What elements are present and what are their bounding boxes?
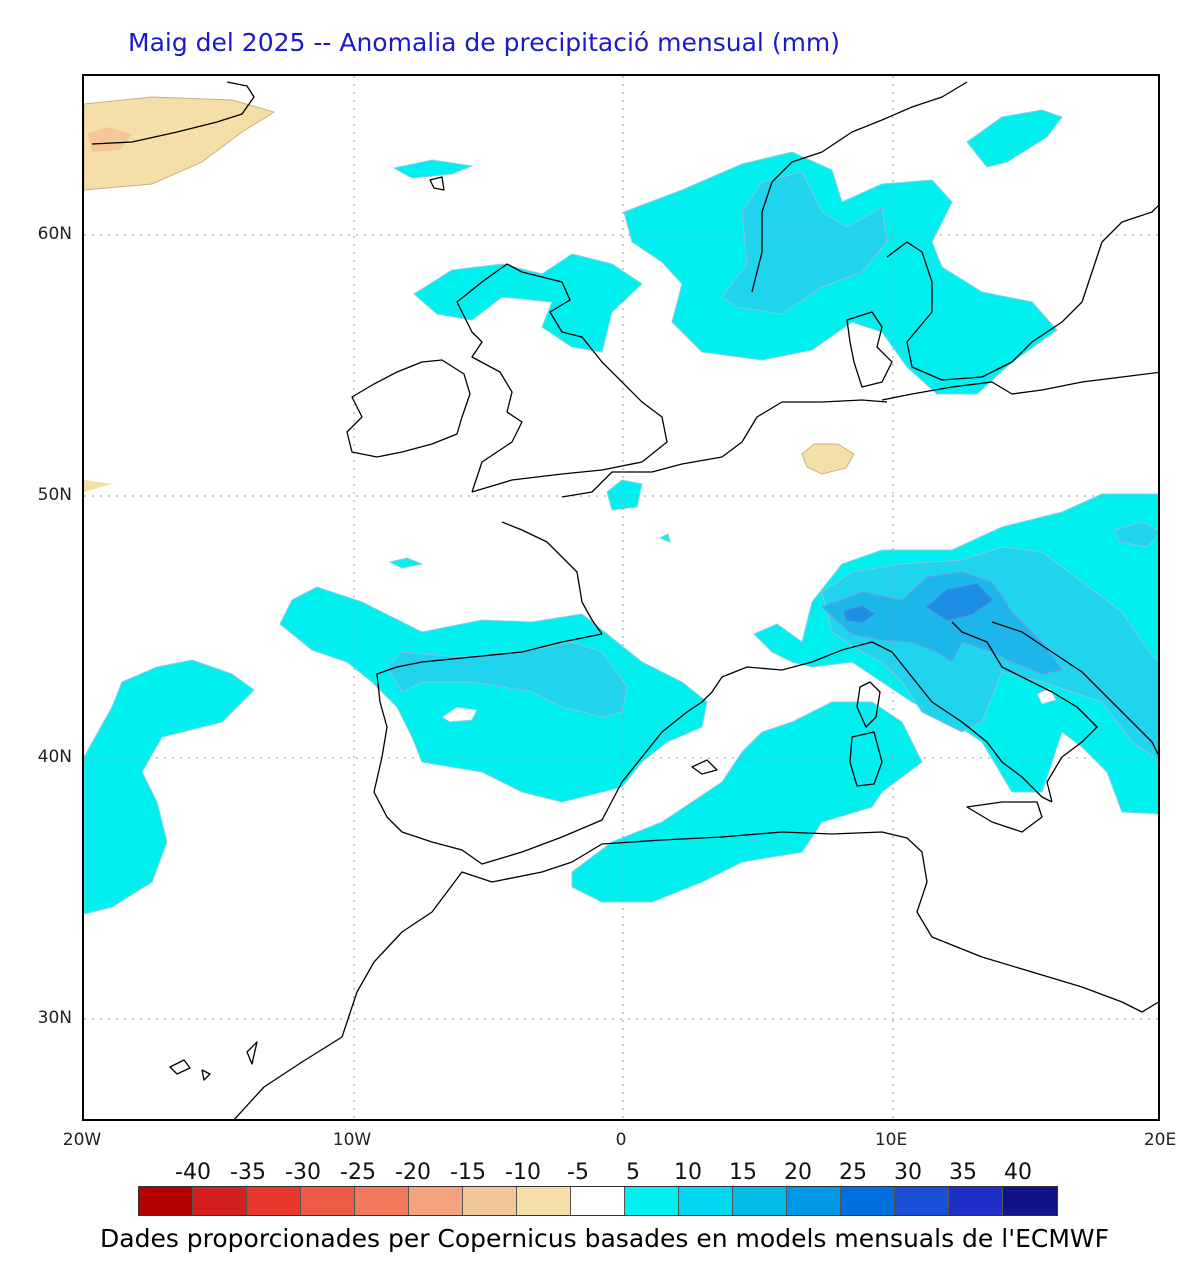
legend-tick-label: 10: [674, 1160, 702, 1185]
france-west-coast: [501, 521, 603, 635]
legend-swatch-7: [517, 1187, 571, 1215]
faroe-coast: [429, 176, 445, 191]
lon-label-10e: 10E: [874, 1130, 908, 1150]
gulf-of-bothnia-anomaly: [966, 109, 1063, 168]
italy-anomaly-20: [926, 583, 993, 621]
legend-tick-label: -15: [450, 1160, 486, 1185]
legend-swatch-5: [409, 1187, 463, 1215]
legend-tick-label: 40: [1004, 1160, 1032, 1185]
iberia-anomaly: [279, 586, 708, 803]
mediterranean-anomaly: [571, 701, 923, 903]
iceland-negative-anomaly: [84, 96, 276, 191]
precipitation-anomaly-map: [84, 76, 1158, 1119]
balkan-anomaly-10: [1113, 521, 1158, 548]
legend-tick-label: 35: [949, 1160, 977, 1185]
iceland-coast: [91, 81, 255, 145]
legend-swatch-13: [841, 1187, 895, 1215]
sicily-coast: [966, 801, 1043, 833]
legend-swatch-9: [625, 1187, 679, 1215]
legend-swatch-1: [193, 1187, 247, 1215]
zero-anomaly-holes: [441, 687, 1057, 723]
sardinia-coast: [849, 731, 883, 787]
lat-label-50n: 50N: [37, 485, 72, 505]
legend-swatch-14: [895, 1187, 949, 1215]
channel-anomaly: [606, 479, 643, 511]
north-sea-anomaly: [413, 253, 643, 353]
corsica-coast: [856, 681, 881, 728]
adriatic-anomaly-20: [843, 605, 875, 623]
legend-swatch-8: [571, 1187, 625, 1215]
north-africa-coast: [233, 831, 1158, 1119]
scandinavia-coast: [751, 81, 1158, 381]
legend-tick-label: 25: [839, 1160, 867, 1185]
iceland-negative-anomaly-10: [88, 127, 132, 152]
legend-tick-label: -10: [505, 1160, 541, 1185]
iberia-anomaly-10: [386, 641, 628, 718]
lat-label-40n: 40N: [37, 747, 72, 767]
legend-tick-label: 30: [894, 1160, 922, 1185]
legend-tick-label: -20: [395, 1160, 431, 1185]
data-credit: Dades proporcionades per Copernicus basa…: [100, 1224, 1109, 1253]
negative-anomaly-areas: [84, 96, 855, 492]
legend-tick-label: 15: [729, 1160, 757, 1185]
legend-swatch-11: [733, 1187, 787, 1215]
legend-tick-label: 5: [626, 1160, 640, 1185]
lon-label-20w: 20W: [62, 1130, 102, 1150]
coastlines: [91, 81, 1158, 1119]
legend-tick-label: -40: [175, 1160, 211, 1185]
legend-swatch-12: [787, 1187, 841, 1215]
italy-anomaly-15: [821, 571, 1063, 675]
legend-swatch-6: [463, 1187, 517, 1215]
legend-swatch-0: [139, 1187, 193, 1215]
lon-label-20e: 20E: [1143, 1130, 1177, 1150]
legend-tick-label: -30: [285, 1160, 321, 1185]
atlantic-anomaly: [84, 659, 255, 915]
legend-swatch-16: [1003, 1187, 1057, 1215]
small-anomaly-2: [658, 533, 671, 543]
iberia-coast: [373, 633, 713, 865]
baltic-coast: [881, 371, 1158, 401]
britain-coast: [456, 263, 668, 493]
color-legend: [138, 1186, 1058, 1216]
map-frame: [82, 74, 1160, 1121]
legend-tick-label: -5: [567, 1160, 589, 1185]
legend-swatch-3: [301, 1187, 355, 1215]
legend-swatch-4: [355, 1187, 409, 1215]
lon-label-0: 0: [615, 1130, 627, 1150]
small-anomaly-1: [388, 557, 424, 569]
legend-tick-label: -25: [340, 1160, 376, 1185]
ireland-coast: [346, 359, 471, 458]
legend-tick-label: 20: [784, 1160, 812, 1185]
balearic-coast: [691, 759, 718, 775]
italy-coast: [871, 621, 1098, 803]
west-edge-negative-anomaly: [84, 480, 112, 492]
map-title: Maig del 2025 -- Anomalia de precipitaci…: [128, 28, 841, 57]
legend-swatch-2: [247, 1187, 301, 1215]
lat-label-30n: 30N: [37, 1008, 72, 1028]
lat-label-60n: 60N: [37, 224, 72, 244]
germany-negative-anomaly: [801, 443, 855, 475]
denmark-coast: [846, 311, 893, 388]
graticule: [84, 76, 1158, 1119]
lon-label-10w: 10W: [332, 1130, 372, 1150]
legend-swatch-15: [949, 1187, 1003, 1215]
faroe-anomaly: [392, 159, 474, 179]
canary-coast: [169, 1041, 258, 1081]
adriatic-coast: [991, 621, 1158, 756]
legend-swatch-10: [679, 1187, 733, 1215]
positive-anomaly-areas: [84, 109, 1158, 915]
france-coast: [561, 399, 888, 498]
mediterranean-france-coast: [711, 641, 873, 693]
legend-tick-label: -35: [230, 1160, 266, 1185]
